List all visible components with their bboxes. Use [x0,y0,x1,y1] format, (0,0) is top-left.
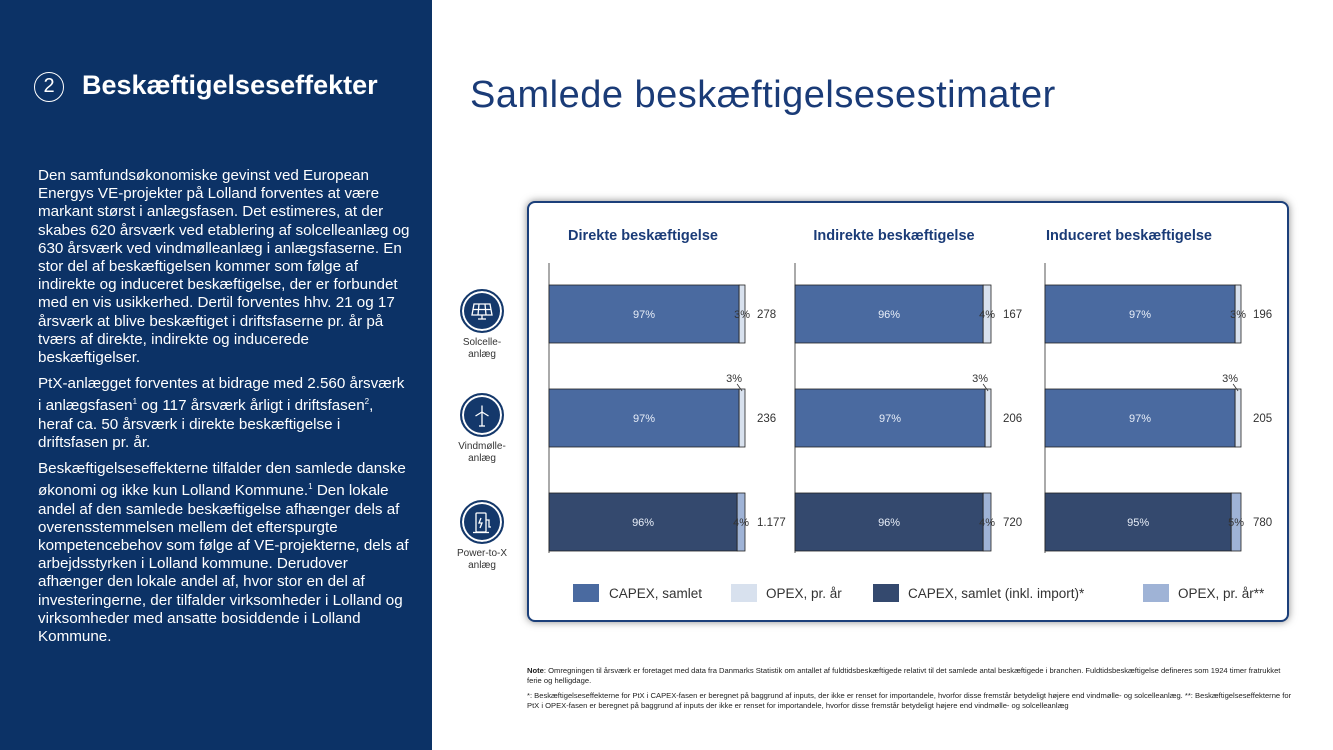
opex-bar [1234,284,1242,344]
capex-pct-label: 96% [878,517,900,529]
opex-bar [738,388,746,448]
body-paragraph-1: Den samfundsøkonomiske gevinst ved Europ… [38,167,410,367]
opex-bar [736,492,746,552]
panel-title: Induceret beskæftigelse [1046,228,1212,244]
opex-pct-label: 4% [733,517,749,529]
row-label-text: Vindmølle-anlæg [458,441,506,464]
power-to-x-icon [460,500,504,544]
opex-pct-label: 4% [979,309,995,321]
total-label: 278 [757,309,776,321]
footnote-paragraph: *: Beskæftigelseseffekterne for PtX i CA… [527,691,1292,710]
legend-label: OPEX, pr. år [766,586,842,601]
total-label: 206 [1003,413,1022,425]
capex-pct-label: 95% [1127,517,1149,529]
body-text: Den samfundsøkonomiske gevinst ved Europ… [38,167,410,654]
total-label: 167 [1003,309,1022,321]
panel-title: Direkte beskæftigelse [568,228,718,244]
opex-pct-label: 3% [734,309,750,321]
legend-swatch [1143,584,1169,602]
footnote-ref: 1 [308,482,313,492]
capex-bar [794,284,984,344]
capex-bar [794,388,986,448]
row-label-wind: Vindmølle-anlæg [452,393,512,465]
total-label: 720 [1003,517,1022,529]
section-title: Beskæftigelseseffekter [82,70,378,100]
opex-pct-label: 5% [1228,517,1244,529]
capex-bar [1044,388,1236,448]
solar-panel-icon [460,289,504,333]
page-title: Samlede beskæftigelsesestimater [470,74,1056,116]
left-sidebar: 2 Beskæftigelseseffekter Den samfundsøko… [0,0,432,750]
total-label: 236 [757,413,776,425]
footnote-ref: 2 [364,397,370,407]
body-paragraph-2: PtX-anlægget forventes at bidrage med 2.… [38,375,405,451]
opex-pct-label: 3% [1230,309,1246,321]
legend-swatch [873,584,899,602]
opex-bar [1230,492,1242,552]
body-paragraph-3: Beskæftigelseseffekterne tilfalder den s… [38,460,409,645]
employment-chart: Direkte beskæftigelse 97% 3% 278 97% 3% 236 96%… [548,228,1272,602]
capex-pct-label: 97% [633,309,655,321]
capex-bar [548,388,740,448]
wind-turbine-icon [460,393,504,437]
opex-pct-label: 3% [1222,373,1238,385]
row-label-ptx: Power-to-X anlæg [452,500,512,572]
legend-label: CAPEX, samlet (inkl. import)* [908,586,1085,601]
footnote-ref: 1 [132,397,138,407]
row-label-text: Power-to-X anlæg [456,548,507,571]
total-label: 780 [1253,517,1272,529]
legend-swatch [573,584,599,602]
section-number-badge: 2 [34,72,64,102]
capex-bar [1044,492,1232,552]
chart-panel: Direkte beskæftigelse 97% 3% 278 97% 3% 236 96%… [527,201,1289,622]
capex-bar [548,492,738,552]
capex-pct-label: 97% [1129,413,1151,425]
capex-pct-label: 97% [879,413,901,425]
total-label: 205 [1253,413,1272,425]
opex-pct-label: 3% [726,373,742,385]
opex-leader-line [1232,383,1239,392]
opex-bar [738,284,746,344]
opex-pct-label: 4% [979,517,995,529]
capex-pct-label: 96% [632,517,654,529]
row-label-solar: Solcelle-anlæg [452,289,512,361]
total-label: 196 [1253,309,1272,321]
capex-bar [548,284,740,344]
opex-leader-line [736,383,743,392]
legend-label: OPEX, pr. år** [1178,586,1265,601]
capex-bar [1044,284,1236,344]
legend-swatch [731,584,757,602]
capex-pct-label: 97% [633,413,655,425]
opex-bar [984,388,992,448]
capex-pct-label: 96% [878,309,900,321]
capex-bar [794,492,984,552]
opex-pct-label: 3% [972,373,988,385]
total-label: 1.177 [757,517,786,529]
opex-bar [982,284,992,344]
opex-bar [982,492,992,552]
opex-bar [1234,388,1242,448]
notes: Note: Omregningen til årsværk er foretag… [527,666,1292,716]
note-paragraph: Note: Omregningen til årsværk er foretag… [527,666,1281,685]
panel-title: Indirekte beskæftigelse [813,228,974,244]
capex-pct-label: 97% [1129,309,1151,321]
legend-label: CAPEX, samlet [609,586,702,601]
opex-leader-line [982,383,989,392]
row-label-text: Solcelle-anlæg [462,337,502,360]
